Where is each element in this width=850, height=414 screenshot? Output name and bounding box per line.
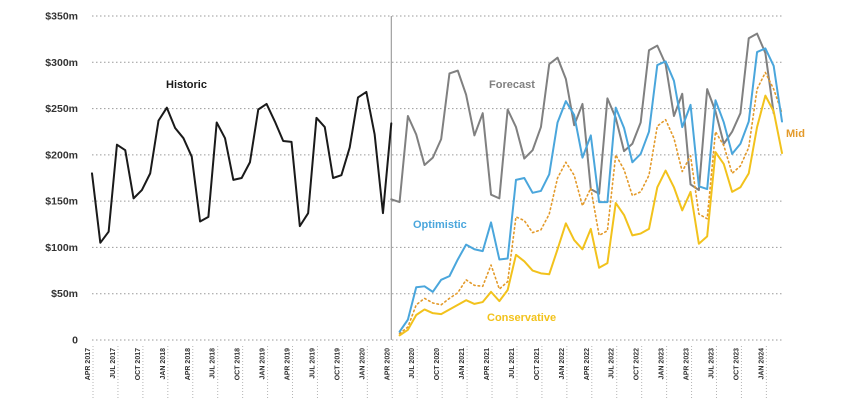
series-labels: Historic Forecast Optimistic Mid Conservativ… [166,79,805,324]
series-line-conservative [398,94,783,337]
y-tick-label: $350m [45,11,78,23]
y-tick-label: $100m [45,242,78,254]
series-line-forecast [390,32,775,204]
series-label-conservative: Conservative [487,312,556,324]
x-tick-label: JUL 2020 [409,348,416,379]
x-tick-label: APR 2017 [85,348,92,380]
x-tick-label: OCT 2021 [534,348,541,380]
x-tick-label: JAN 2019 [260,348,267,380]
y-tick-label: $250m [45,103,78,115]
x-tick-label: APR 2022 [584,348,591,380]
x-tick-label: APR 2018 [185,348,192,380]
x-tick-label: JUL 2018 [210,348,217,379]
x-tick-label: OCT 2022 [634,348,641,380]
series-line-historic [91,90,393,244]
x-tick-label: APR 2021 [484,348,491,380]
historic-label: Historic [166,79,207,91]
y-axis-tick-labels: 0 $50m $100m $150m $200m $250m $300m $350m [45,11,78,347]
series-lines [91,32,783,337]
y-tick-label: $150m [45,196,78,208]
x-tick-label: OCT 2020 [434,348,441,380]
x-tick-label: JUL 2019 [309,348,316,379]
y-tick-label: 0 [72,335,78,347]
series-label-mid: Mid [786,128,805,140]
x-tick-label: APR 2019 [285,348,292,380]
x-tick-label: JUL 2017 [110,348,117,379]
x-tick-label: JAN 2022 [559,348,566,380]
x-tick-label: JUL 2023 [708,348,715,379]
x-tick-label: JAN 2024 [758,348,765,380]
x-tick-label: JAN 2021 [459,348,466,380]
x-tick-label: JAN 2018 [160,348,167,380]
x-tick-label: APR 2023 [684,348,691,380]
x-tick-label: JAN 2020 [359,348,366,380]
series-line-mid [398,71,783,335]
x-tick-label: JUL 2022 [609,348,616,379]
forecast-label: Forecast [489,79,535,91]
series-line-optimistic [398,47,783,333]
x-tick-label: JAN 2023 [659,348,666,380]
x-tick-label: APR 2020 [384,348,391,380]
x-tick-label: JUL 2021 [509,348,516,379]
x-tick-label: OCT 2019 [334,348,341,380]
y-tick-label: $50m [51,288,78,300]
x-tick-label: OCT 2017 [135,348,142,380]
x-axis-tick-labels: APR 2017 JUL 2017 OCT 2017 JAN 2018 APR 2018… [85,346,767,400]
y-tick-label: $200m [45,149,78,161]
gridlines [92,15,782,341]
series-label-optimistic: Optimistic [413,219,467,231]
x-tick-label: OCT 2023 [733,348,740,380]
x-tick-label: OCT 2018 [235,348,242,380]
y-tick-label: $300m [45,57,78,69]
